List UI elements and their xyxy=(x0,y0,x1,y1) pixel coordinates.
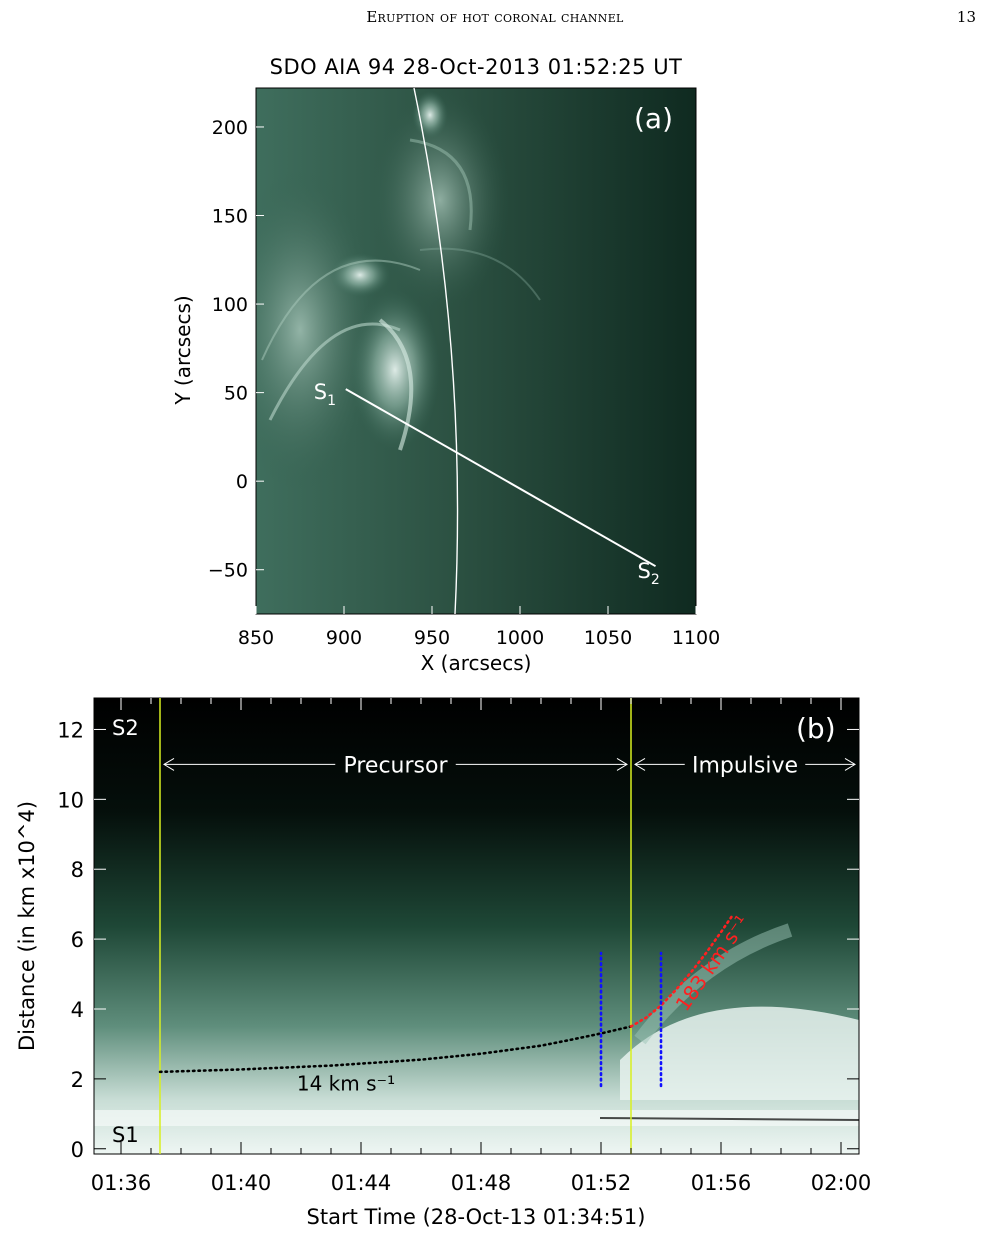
panel-a-xlabel: X (arcsecs) xyxy=(421,651,532,675)
panel-a-x-tick-label: 950 xyxy=(414,627,450,649)
phase-label: Impulsive xyxy=(692,753,798,778)
slit-start-label: S1 xyxy=(314,380,336,409)
panel-b-xlabel: Start Time (28-Oct-13 01:34:51) xyxy=(307,1205,646,1229)
panel-a-y-tick-label: 0 xyxy=(236,471,248,493)
phase-lines xyxy=(159,698,632,1154)
solar-image xyxy=(256,88,696,614)
panel-a-x-tick-label: 900 xyxy=(326,627,362,649)
panel-a-ylabel: Y (arcsecs) xyxy=(171,295,195,405)
corner-label-bottom: S1 xyxy=(112,1123,139,1147)
phase-label: Precursor xyxy=(343,753,448,778)
time-distance-image xyxy=(94,698,859,1154)
running-head: Eruption of hot coronal channel 13 xyxy=(0,8,990,32)
phase-arrowhead-right xyxy=(616,757,628,771)
panel-b-x-tick-label: 02:00 xyxy=(811,1171,872,1195)
panel-b-y-tick-label: 6 xyxy=(71,928,84,952)
panel-b-ylabel: Distance (in km x10^4) xyxy=(15,801,39,1051)
panel-a-y-tick-label: 100 xyxy=(212,294,248,316)
panel-b-y-tick-label: 10 xyxy=(57,788,84,812)
panel-b-x-tick-label: 01:52 xyxy=(571,1171,632,1195)
panel-a-x-tick-label: 1000 xyxy=(496,627,544,649)
panel-a-y-ticks: −50 0 50 100 150 200 xyxy=(208,117,264,582)
phase-arrowhead-right xyxy=(844,757,856,771)
phase-arrowhead-left xyxy=(634,757,646,771)
panel-b-x-ticks: 01:36 01:40 01:44 01:48 01:52 01:56 02:00 xyxy=(91,698,872,1195)
panel-b-label: (b) xyxy=(796,712,836,745)
panel-b-y-ticks: 0 2 4 6 8 10 12 xyxy=(57,718,859,1162)
panel-b-y-tick-label: 12 xyxy=(57,718,84,742)
panel-a-y-tick-label: −50 xyxy=(208,560,248,582)
fit-line xyxy=(158,1025,633,1074)
panel-b-y-tick-label: 4 xyxy=(71,998,84,1022)
panel-b-x-tick-label: 01:48 xyxy=(451,1171,512,1195)
slit-line xyxy=(345,388,657,568)
panel-b-x-tick-label: 01:56 xyxy=(691,1171,752,1195)
phase-arrows: Precursor Impulsive xyxy=(163,753,856,778)
time-markers xyxy=(599,951,663,1088)
page-number: 13 xyxy=(956,8,976,26)
panel-a-x-tick-label: 850 xyxy=(238,627,274,649)
panel-a-y-tick-label: 150 xyxy=(212,206,248,228)
panel-b-y-tick-label: 2 xyxy=(71,1068,84,1092)
panel-a-y-tick-label: 50 xyxy=(224,383,248,405)
panel-a-y-tick-label: 200 xyxy=(212,117,248,139)
panel-a-figure: S1 S2 (a) 850 900 950 1000 1050 1100 −50 0 50 10… xyxy=(171,87,720,675)
panel-b-x-tick-label: 01:40 xyxy=(211,1171,272,1195)
panel-b-x-tick-label: 01:44 xyxy=(331,1171,392,1195)
panel-b-x-tick-label: 01:36 xyxy=(91,1171,152,1195)
panel-a-title: SDO AIA 94 28-Oct-2013 01:52:25 UT xyxy=(269,55,683,79)
fit-label: 14 km s⁻¹ xyxy=(297,1071,395,1095)
slit-end-label: S2 xyxy=(638,559,660,588)
fit-line xyxy=(629,913,735,1028)
panel-a-x-ticks: 850 900 950 1000 1050 1100 xyxy=(238,606,720,649)
panel-a-x-tick-label: 1050 xyxy=(584,627,632,649)
panel-b-y-tick-label: 0 xyxy=(71,1138,84,1162)
panel-a-x-tick-label: 1100 xyxy=(672,627,720,649)
corner-label-top: S2 xyxy=(112,716,139,740)
running-title: Eruption of hot coronal channel xyxy=(366,8,624,26)
phase-arrowhead-left xyxy=(163,757,175,771)
panel-b-y-tick-label: 8 xyxy=(71,858,84,882)
solar-limb xyxy=(413,87,459,615)
panel-a-label: (a) xyxy=(634,102,673,135)
